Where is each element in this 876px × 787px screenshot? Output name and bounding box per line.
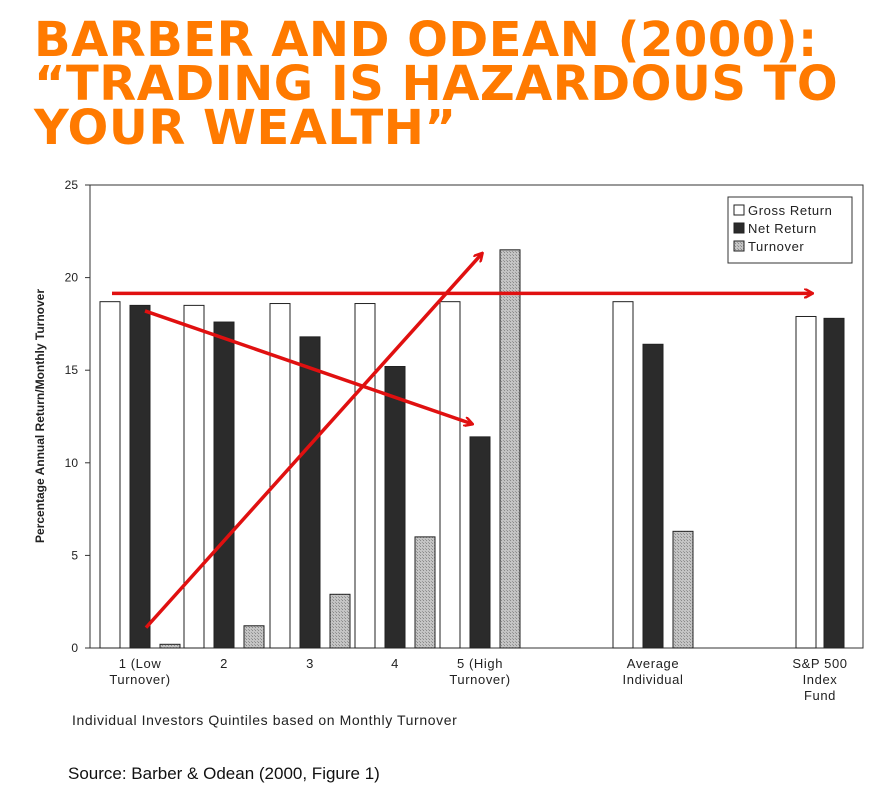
x-tick-label: 5 (High (457, 656, 503, 671)
legend-label: Net Return (748, 221, 817, 236)
legend-swatch-net-return (733, 222, 745, 234)
bar-turnover (329, 593, 351, 649)
y-tick-label: 20 (65, 271, 79, 285)
bar-gross-return (269, 303, 291, 649)
bar-gross-return (354, 303, 376, 649)
bars-group (99, 249, 845, 649)
y-tick-label: 0 (71, 641, 78, 655)
bar-net-return (213, 321, 235, 649)
x-tick-label: Index (803, 672, 838, 687)
bar-turnover (243, 625, 265, 649)
y-tick-label: 5 (71, 548, 78, 562)
y-axis: 0 5 10 15 20 25 (65, 178, 90, 655)
bar-turnover (672, 530, 694, 649)
x-tick-label: Turnover) (109, 672, 170, 687)
y-tick-label: 10 (65, 456, 79, 470)
legend-box (727, 196, 853, 264)
bar-gross-return (612, 301, 634, 649)
legend: Gross Return Net Return Turnover (727, 196, 853, 264)
bar-net-return (823, 317, 845, 649)
y-tick-label: 15 (65, 363, 79, 377)
legend-label: Turnover (748, 239, 804, 254)
legend-items: Gross Return Net Return Turnover (733, 203, 833, 254)
x-tick-label: 2 (220, 656, 228, 671)
bar-net-return (469, 436, 491, 649)
x-axis-label: Individual Investors Quintiles based on … (72, 712, 457, 728)
x-tick-label: Turnover) (449, 672, 510, 687)
source-note: Source: Barber & Odean (2000, Figure 1) (68, 764, 380, 783)
x-tick-label: Individual (623, 672, 684, 687)
title-line-2: “TRADING IS HAZARDOUS TO (34, 56, 839, 112)
x-tick-label: Fund (804, 688, 836, 703)
legend-swatch-turnover (733, 240, 745, 252)
bar-net-return (642, 343, 664, 649)
x-tick-label: 3 (306, 656, 314, 671)
bar-turnover (414, 536, 436, 649)
bar-net-return (384, 365, 406, 649)
bar-net-return (129, 304, 151, 649)
bar-gross-return (99, 301, 121, 649)
x-tick-label: 4 (391, 656, 399, 671)
slide-title: BARBER AND ODEAN (2000): “TRADING IS HAZ… (34, 12, 864, 156)
x-tick-label: S&P 500 (792, 656, 847, 671)
bar-turnover (159, 643, 181, 649)
title-line-1: BARBER AND ODEAN (2000): (34, 12, 818, 68)
x-tick-label: Average (627, 656, 679, 671)
bar-gross-return (183, 304, 205, 649)
annotation-arrow (144, 254, 482, 629)
legend-swatch-gross-return (733, 204, 745, 216)
legend-label: Gross Return (748, 203, 833, 218)
bar-turnover (499, 249, 521, 649)
bar-gross-return (795, 315, 817, 649)
title-line-3: YOUR WEALTH” (34, 100, 457, 156)
y-axis-label: Percentage Annual Return/Monthly Turnove… (33, 289, 47, 543)
bar-net-return (299, 336, 321, 649)
annotation-arrow (144, 309, 472, 424)
y-tick-label: 25 (65, 178, 79, 192)
x-tick-label: 1 (Low (119, 656, 162, 671)
annotation-arrows (112, 254, 812, 629)
bar-gross-return (439, 301, 461, 649)
